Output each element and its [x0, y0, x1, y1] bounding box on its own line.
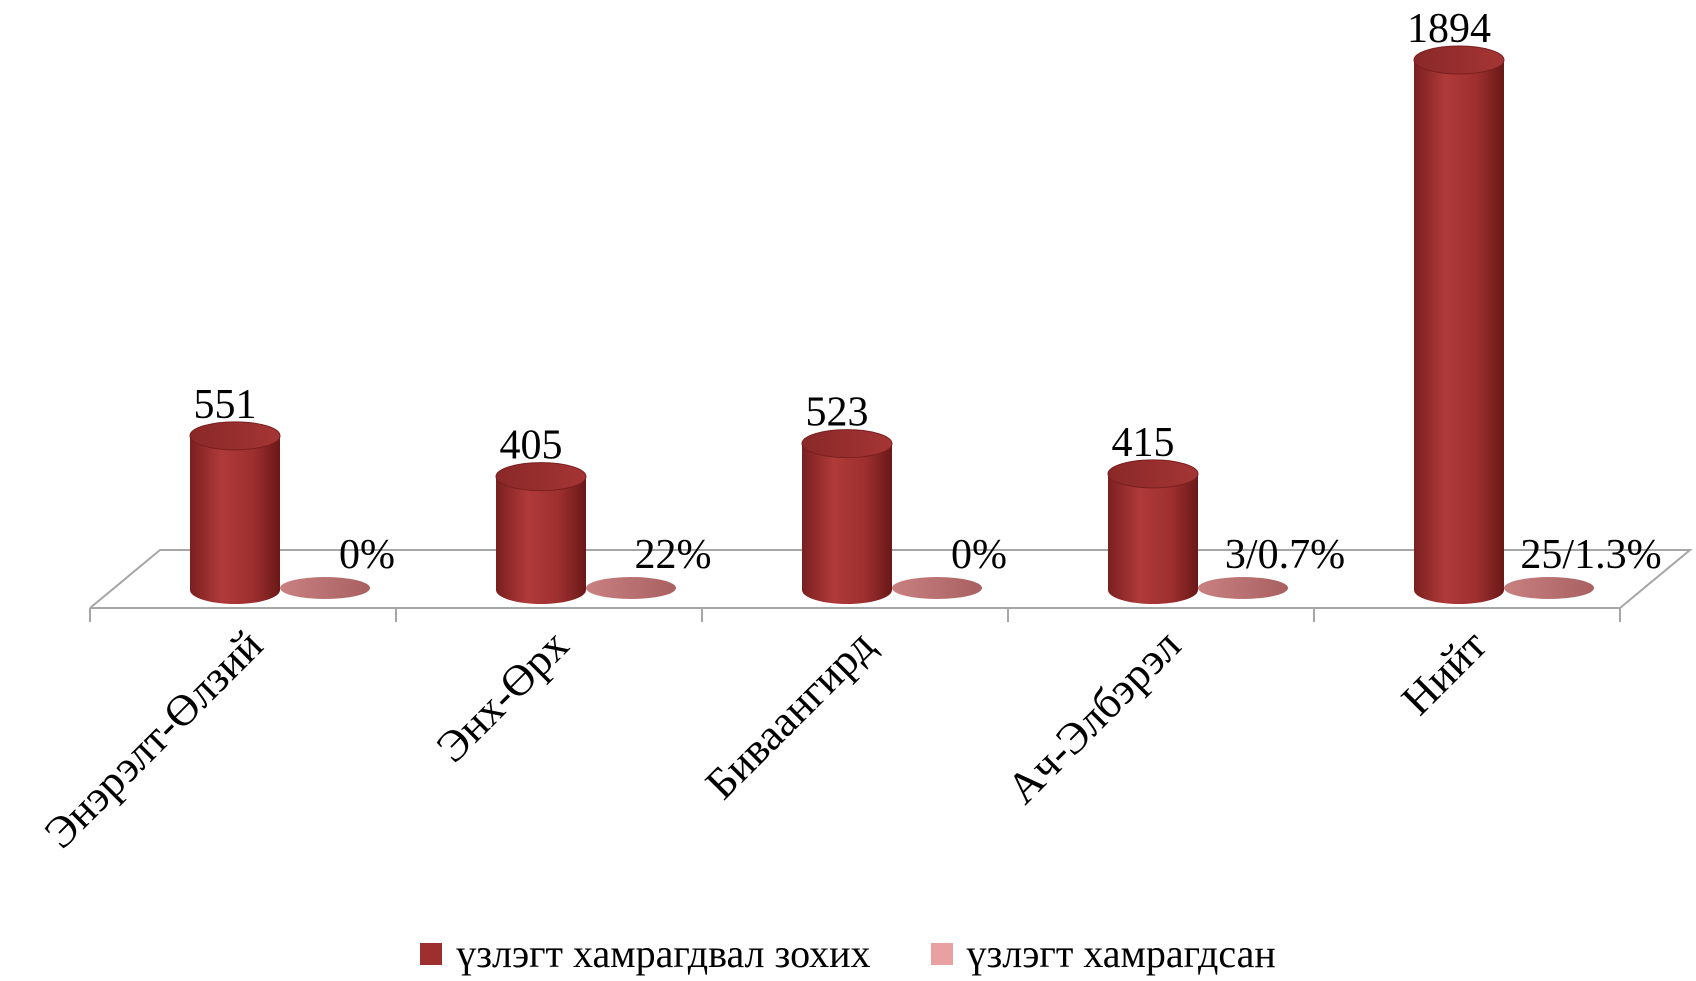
category-label: Нийт: [1392, 620, 1496, 724]
bar-covered-3: [892, 577, 982, 599]
bar-top: [495, 462, 587, 492]
legend-item-required: үзлэгт хамрагдвал зохих: [420, 930, 871, 977]
legend: үзлэгт хамрагдвал зохих үзлэгт хамрагдса…: [0, 930, 1696, 977]
legend-swatch-required: [420, 942, 443, 965]
bar-3: [801, 429, 893, 604]
bar-covered-2: [586, 577, 676, 599]
legend-swatch-covered: [930, 942, 953, 965]
value-label-required: 405: [500, 423, 563, 469]
bar-body: [496, 476, 586, 604]
category-label: Энэрэлт-Өлзий: [35, 620, 272, 857]
bar-body: [190, 435, 280, 604]
chart-floor: [89, 549, 1693, 622]
bar-1: [189, 421, 281, 604]
bar-body: [1108, 473, 1198, 604]
bar-4: [1107, 459, 1199, 604]
category-label: Энх-Өрх: [427, 620, 578, 771]
bar-2: [495, 462, 587, 604]
bar-body: [1414, 60, 1504, 604]
bar-top: [801, 429, 893, 459]
value-label-required: 523: [806, 390, 869, 436]
bar-top: [189, 421, 281, 451]
value-label-required: 1894: [1407, 6, 1491, 52]
legend-item-covered: үзлэгт хамрагдсан: [930, 930, 1276, 977]
value-label-required: 551: [194, 382, 257, 428]
bar-covered-5: [1504, 577, 1594, 599]
legend-label-covered: үзлэгт хамрагдсан: [966, 931, 1276, 976]
bar-top: [1107, 459, 1199, 489]
value-label-required: 415: [1112, 420, 1175, 466]
bars-group: [189, 45, 1594, 604]
floor-outline: [89, 549, 1693, 609]
bar-top: [1413, 45, 1505, 75]
value-label-covered: 22%: [635, 532, 712, 578]
bar-covered-4: [1198, 577, 1288, 599]
value-label-covered: 0%: [951, 532, 1007, 578]
value-label-covered: 3/0.7%: [1225, 532, 1345, 578]
category-label: Ач-Элбэрэл: [997, 620, 1190, 813]
bar-covered-1: [280, 577, 370, 599]
value-label-covered: 0%: [339, 532, 395, 578]
bar-5: [1413, 45, 1505, 604]
category-label: Биваангирд: [696, 620, 884, 808]
legend-label-required: үзлэгт хамрагдвал зохих: [456, 931, 871, 976]
bar-body: [802, 443, 892, 604]
value-label-covered: 25/1.3%: [1520, 532, 1661, 578]
